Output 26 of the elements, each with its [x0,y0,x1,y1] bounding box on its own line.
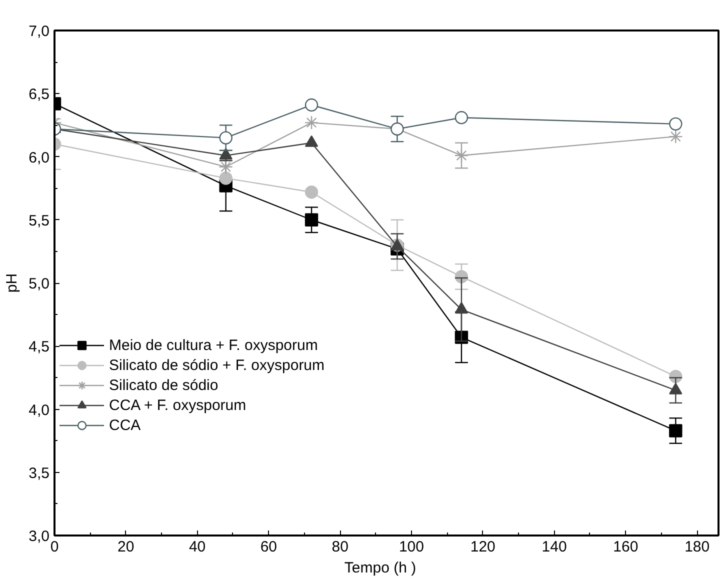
x-tick-label: 80 [332,538,348,556]
x-tick-label: 160 [613,538,638,556]
y-tick-label: 5,0 [28,276,50,292]
y-tick-label: 3,5 [28,464,50,482]
x-tick-label: 120 [470,538,496,556]
y-tick-label: 6,5 [28,86,50,104]
y-tick-label: 4,0 [28,402,50,419]
x-tick-label: 40 [188,538,206,556]
legend-label: Meio de cultura + F. oxysporum [109,336,318,354]
x-tick-label: 100 [398,538,424,556]
y-axis-title: pH [4,273,21,293]
legend-label: Silicato de sódio + F. oxysporum [109,356,325,374]
legend-label: Silicato de sódio [109,376,218,394]
legend-label: CCA + F. oxysporum [109,396,246,414]
y-tick-label: 7,0 [28,23,50,40]
x-tick-label: 20 [118,538,134,556]
y-tick-label: 6,0 [28,149,50,166]
x-tick-label: 180 [684,538,710,556]
legend-label: CCA [109,416,141,434]
y-tick-label: 4,5 [28,338,50,356]
x-tick-label: 0 [50,538,59,556]
x-tick-label: 60 [260,538,278,556]
x-axis-title: Tempo (h ) [344,560,416,576]
x-tick-label: 140 [542,538,567,556]
y-tick-label: 5,5 [28,212,50,230]
y-tick-label: 3,0 [28,528,50,545]
